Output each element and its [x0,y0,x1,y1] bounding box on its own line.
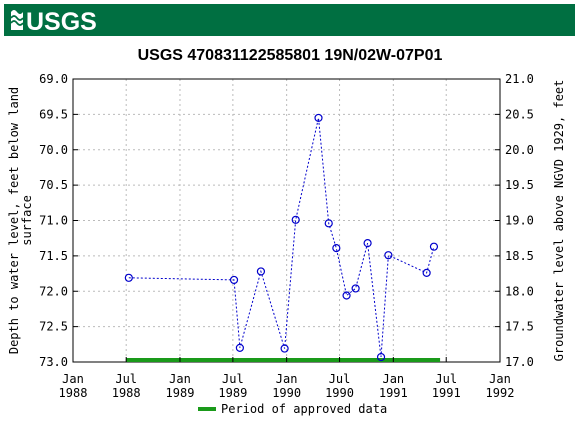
x-tick-label-month: Jan [169,372,191,386]
usgs-logo: USGS [10,8,97,34]
y-tick-label-right: 20.5 [505,107,534,121]
x-tick-label-month: Jul [222,372,244,386]
x-tick-label-year: 1992 [486,386,515,400]
x-tick-label-year: 1988 [59,386,88,400]
x-tick-label-year: 1989 [166,386,195,400]
grid [73,79,500,362]
y-tick-label-left: 71.0 [39,214,68,228]
x-tick-label-year: 1990 [272,386,301,400]
y-tick-label-right: 17.0 [505,355,534,369]
y-tick-label-right: 17.5 [505,320,534,334]
data-point [291,215,300,224]
approved-period-bar [126,358,441,362]
y-tick-label-left: 72.5 [39,320,68,334]
y-tick-label-left: 69.0 [39,72,68,86]
data-point [229,275,239,285]
data-point [280,344,289,353]
data-point [256,267,266,276]
y-axis-label-right: Groundwater level above NGVD 1929, feet [552,80,566,362]
y-tick-label-right: 19.5 [505,178,534,192]
data-point [363,239,372,248]
x-tick-label-year: 1991 [432,386,461,400]
data-points [124,113,439,362]
data-point [351,284,360,293]
y-tick-label-right: 19.0 [505,214,534,228]
data-point [124,273,133,282]
legend-swatch [198,407,216,411]
x-tick-label-month: Jan [62,372,84,386]
axis-ticks: 69.0 21.0 69.5 20.5 70.0 20.0 70.5 19.5 71.0 19.0… [39,72,534,400]
x-tick-label-year: 1989 [218,386,247,400]
y-tick-label-left: 70.5 [39,178,68,192]
data-point [324,219,333,228]
data-point [235,343,244,352]
x-tick-label-year: 1990 [325,386,354,400]
series-line [128,117,435,358]
x-tick-label-year: 1991 [379,386,408,400]
x-tick-label-month: Jul [115,372,137,386]
y-tick-label-left: 72.0 [39,284,68,298]
y-tick-label-right: 18.0 [505,284,534,298]
x-tick-label-year: 1988 [112,386,141,400]
data-point [314,113,323,123]
data-point [376,352,386,362]
y-tick-label-left: 73.0 [39,355,68,369]
x-tick-label-month: Jan [276,372,298,386]
y-axis-label-left-line1: Depth to water level, feet below land [7,87,21,354]
y-tick-label-left: 71.5 [39,249,68,263]
y-tick-label-right: 20.0 [505,143,534,157]
legend-label: Period of approved data [221,402,387,416]
y-tick-label-right: 18.5 [505,249,534,263]
data-point [342,291,351,300]
data-point [422,268,431,277]
usgs-logo-text: USGS [26,8,97,34]
x-tick-label-month: Jan [489,372,511,386]
x-tick-label-month: Jan [382,372,404,386]
data-point [384,251,393,260]
y-axis-label-left-line2: surface [20,195,34,246]
y-tick-label-left: 70.0 [39,143,68,157]
x-tick-label-month: Jul [435,372,457,386]
y-axis-label-left: Depth to water level, feet below landsur… [7,87,34,354]
chart-title: USGS 470831122585801 19N/02W-07P01 [138,47,443,64]
x-tick-label-month: Jul [329,372,351,386]
data-point [332,243,341,253]
usgs-header-bar: USGS [4,4,575,36]
data-point [429,242,439,251]
y-tick-label-left: 69.5 [39,107,68,121]
y-tick-label-right: 21.0 [505,72,534,86]
